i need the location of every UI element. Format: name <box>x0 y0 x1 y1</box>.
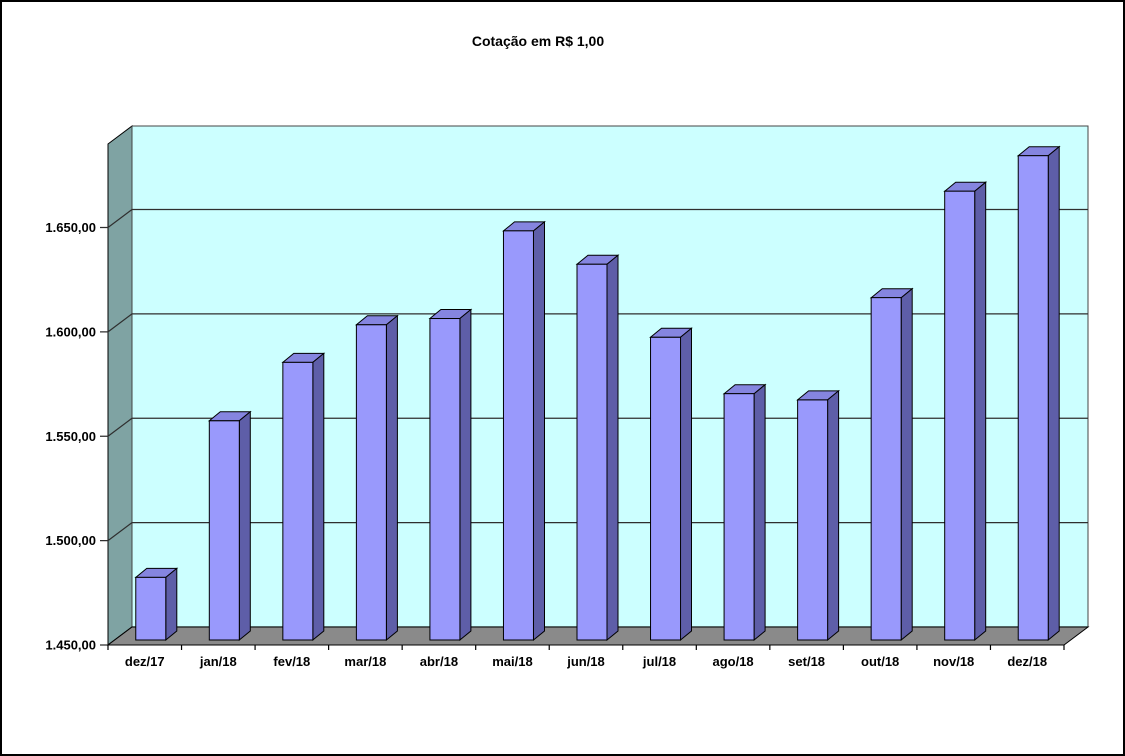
bar-side-fev/18 <box>312 352 325 642</box>
bar-mai/18 <box>502 230 534 641</box>
y-tick-label: 1.500,00 <box>45 533 96 548</box>
x-category-label: fev/18 <box>273 654 310 669</box>
bar-dez/17 <box>135 576 167 641</box>
bar-fev/18 <box>282 361 314 641</box>
x-category-label: mai/18 <box>492 654 532 669</box>
bar-abr/18 <box>429 318 461 641</box>
x-category-label: jul/18 <box>642 654 676 669</box>
bar-side-out/18 <box>900 287 913 642</box>
y-tick-label: 1.450,00 <box>45 638 96 653</box>
x-category-label: dez/18 <box>1007 654 1047 669</box>
chart-title: Cotação em R$ 1,00 <box>471 33 605 49</box>
x-category-label: abr/18 <box>420 654 458 669</box>
gridline-1.650,00 <box>100 208 1088 229</box>
bar-side-jul/18 <box>680 327 692 642</box>
bar-set/18 <box>797 399 829 641</box>
bar-nov/18 <box>944 190 976 641</box>
bar-jul/18 <box>650 336 682 641</box>
bar-dez/18 <box>1017 155 1049 641</box>
x-category-label: jan/18 <box>199 654 237 669</box>
x-category-label: jun/18 <box>566 654 605 669</box>
x-category-label: dez/17 <box>125 654 165 669</box>
bar-side-ago/18 <box>753 383 766 642</box>
bar-side-mai/18 <box>533 220 545 642</box>
x-category-label: ago/18 <box>712 654 753 669</box>
bar-side-mar/18 <box>385 314 398 642</box>
x-category-label: nov/18 <box>933 654 974 669</box>
bar-side-abr/18 <box>459 308 472 642</box>
bar-jun/18 <box>576 263 608 641</box>
bar-side-dez/17 <box>165 567 178 642</box>
bar-side-jun/18 <box>606 254 619 642</box>
bar-side-nov/18 <box>974 181 987 642</box>
bar-side-jan/18 <box>238 410 251 642</box>
x-category-label: mar/18 <box>344 654 386 669</box>
bar-jan/18 <box>208 420 240 641</box>
side-wall <box>107 125 133 646</box>
y-tick-label: 1.600,00 <box>45 324 96 339</box>
x-category-label: out/18 <box>861 654 899 669</box>
y-tick-label: 1.650,00 <box>45 220 96 235</box>
bar-out/18 <box>870 297 902 641</box>
y-tick-label: 1.550,00 <box>45 429 96 444</box>
bar-side-dez/18 <box>1047 145 1060 642</box>
x-category-label: set/18 <box>788 654 825 669</box>
bar-ago/18 <box>723 393 755 641</box>
bar-mar/18 <box>355 324 387 641</box>
bar-side-set/18 <box>827 389 840 642</box>
